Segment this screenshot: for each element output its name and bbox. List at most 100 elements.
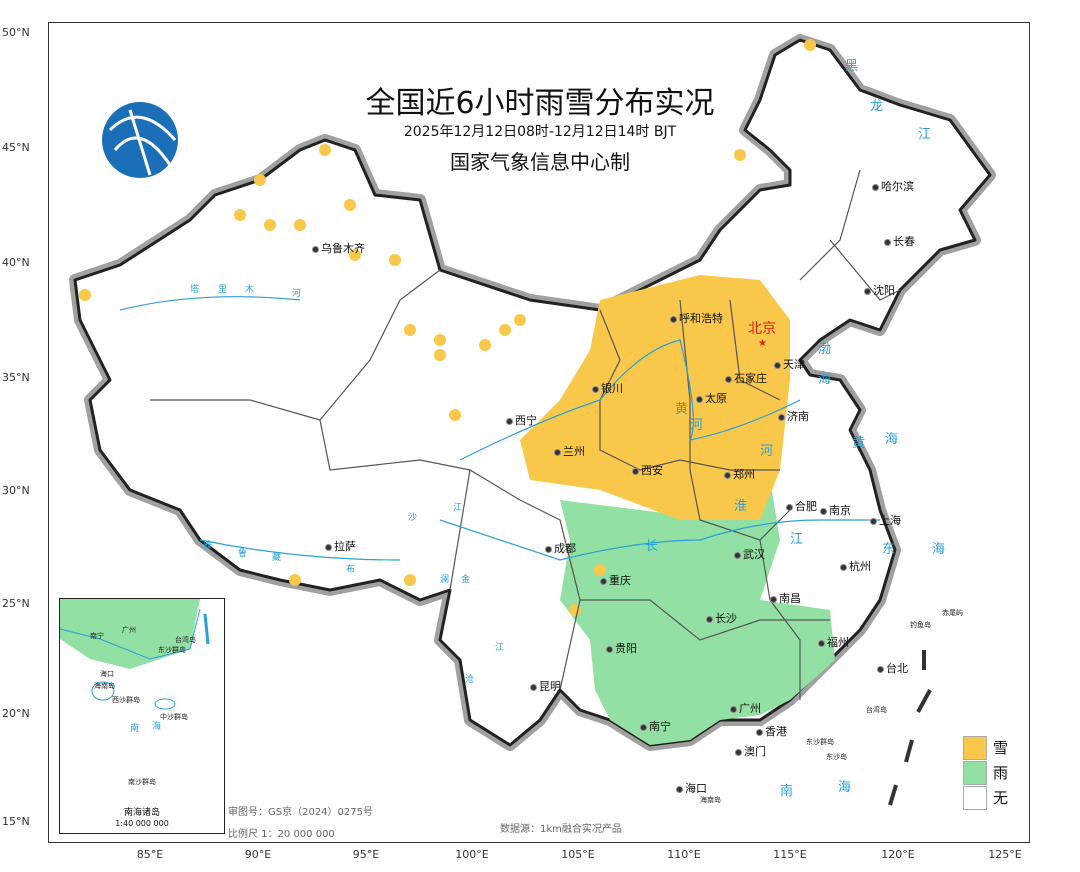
map-frame — [48, 22, 1030, 843]
snow-patch — [434, 349, 446, 361]
latitude-label: 40°N — [2, 256, 30, 269]
city-marker-icon — [606, 645, 613, 653]
city-name: 哈尔滨 — [881, 180, 914, 193]
city-label: 天津 — [774, 356, 805, 372]
city-name: 拉萨 — [334, 540, 356, 553]
capital-label: 北京 ★ — [748, 318, 776, 349]
longitude-label: 85°E — [136, 848, 164, 861]
city-name: 天津 — [783, 358, 805, 371]
snow-patch — [319, 144, 331, 156]
data-source: 数据源：1km融合实况产品 — [500, 824, 622, 835]
city-label: 沈阳 — [864, 282, 895, 298]
city-marker-icon — [774, 361, 781, 369]
water-label: 沙 — [408, 513, 418, 523]
longitude-label: 115°E — [773, 848, 807, 861]
latitude-label: 50°N — [2, 26, 30, 39]
city-label: 呼和浩特 — [670, 310, 723, 326]
nine-dash-line — [888, 650, 932, 806]
city-marker-icon — [756, 728, 763, 736]
city-marker-icon — [592, 385, 599, 393]
boundary-dash — [904, 739, 914, 763]
island-label: 东沙岛 — [826, 753, 847, 761]
city-marker-icon — [554, 448, 561, 456]
snow-patch — [254, 174, 266, 186]
issuer: 国家气象信息中心制 — [450, 150, 630, 174]
legend: 雪 雨 无 — [963, 735, 1008, 810]
water-label: 渤 — [818, 342, 832, 357]
city-name: 济南 — [787, 410, 809, 423]
city-name: 太原 — [705, 392, 727, 405]
latitude-label: 30°N — [2, 484, 30, 497]
city-name: 香港 — [765, 725, 787, 738]
city-marker-icon — [676, 785, 683, 793]
legend-label: 无 — [993, 789, 1009, 807]
city-name: 海口 — [685, 782, 707, 795]
legend-label: 雨 — [993, 764, 1009, 782]
time-range: 2025年12月12日08时-12月12日14时 BJT — [403, 124, 677, 140]
city-label: 郑州 — [724, 466, 755, 482]
city-marker-icon — [632, 467, 639, 475]
snow-patch — [79, 289, 91, 301]
city-marker-icon — [820, 507, 827, 515]
boundary-dash — [916, 689, 932, 713]
longitude-label: 125°E — [988, 848, 1022, 861]
snow-patch — [734, 149, 746, 161]
snow-patch — [514, 314, 526, 326]
city-name: 重庆 — [609, 574, 631, 587]
city-label: 广州 — [730, 700, 761, 716]
inset-scale: 1:40 000 000 — [115, 819, 169, 828]
city-marker-icon — [325, 543, 332, 551]
latitude-label: 15°N — [2, 815, 30, 828]
island-label: 海南岛 — [700, 796, 721, 804]
map-title: 全国近6小时雨雪分布实况 — [365, 86, 715, 121]
water-label: 沧 — [465, 675, 475, 685]
water-label: 里 — [218, 285, 228, 295]
city-marker-icon — [734, 551, 741, 559]
city-name: 长春 — [893, 235, 915, 248]
water-label: 南 — [780, 784, 794, 799]
city-name: 杭州 — [849, 560, 871, 573]
longitude-label: 100°E — [455, 848, 489, 861]
city-label: 海口 — [676, 780, 707, 796]
city-marker-icon — [696, 395, 703, 403]
snow-patch — [434, 334, 446, 346]
city-marker-icon — [724, 471, 731, 479]
water-label: 雅 — [203, 541, 213, 551]
city-name: 石家庄 — [734, 372, 767, 385]
water-label: 海 — [818, 372, 832, 387]
latitude-label: 25°N — [2, 597, 30, 610]
city-marker-icon — [545, 545, 552, 553]
city-marker-icon — [872, 183, 879, 191]
water-label: 河 — [690, 418, 704, 433]
longitude-label: 105°E — [561, 848, 595, 861]
city-label: 拉萨 — [325, 538, 356, 554]
city-marker-icon — [600, 577, 607, 585]
snow-patch — [289, 574, 301, 586]
water-label: 江 — [790, 532, 804, 547]
city-name: 西宁 — [515, 414, 537, 427]
legend-label: 雪 — [993, 739, 1009, 757]
snow-patch — [404, 324, 416, 336]
inset-label: 南 — [130, 724, 140, 734]
water-label: 金 — [461, 575, 471, 585]
water-label: 海 — [885, 432, 899, 447]
city-marker-icon — [818, 639, 825, 647]
latitude-label: 35°N — [2, 371, 30, 384]
city-label: 澳门 — [735, 743, 766, 759]
city-marker-icon — [840, 563, 847, 571]
city-name: 广州 — [739, 702, 761, 715]
inset-label: 海口 — [100, 670, 114, 678]
snow-patch — [404, 574, 416, 586]
water-label: 江 — [918, 127, 932, 142]
city-label: 贵阳 — [606, 640, 637, 656]
city-label: 合肥 — [786, 498, 817, 514]
rivers — [119, 296, 880, 561]
scale-text: 比例尺 1：20 000 000 — [228, 829, 335, 840]
city-name: 合肥 — [795, 500, 817, 513]
city-name: 乌鲁木齐 — [321, 242, 365, 255]
snow-patches — [79, 39, 816, 616]
longitude-label: 120°E — [881, 848, 915, 861]
city-name: 银川 — [601, 382, 623, 395]
longitude-label: 90°E — [244, 848, 272, 861]
